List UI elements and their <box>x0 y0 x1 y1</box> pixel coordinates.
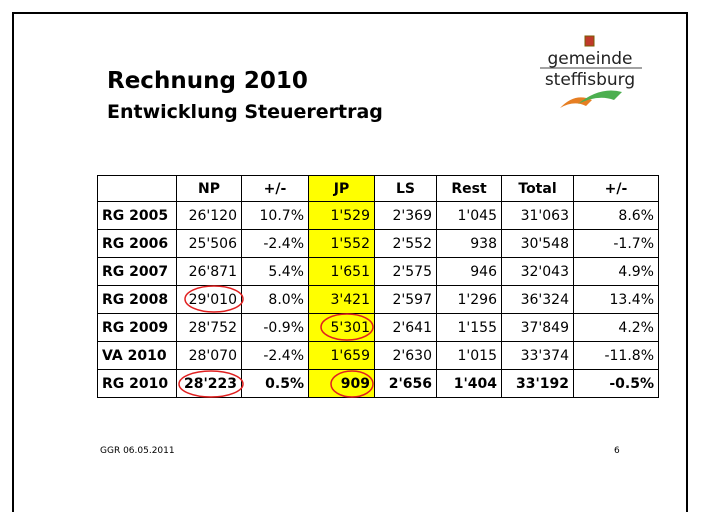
table-cell: 13.4% <box>573 285 659 314</box>
table-cell: 1'015 <box>436 341 502 370</box>
table-cell: -0.9% <box>241 313 309 342</box>
table-cell: 4.2% <box>573 313 659 342</box>
slide-frame <box>12 12 688 512</box>
table-row: RG 2010 28'223 0.5% 909 2'656 1'404 33'192 -0.5… <box>97 369 659 398</box>
table-cell: 36'324 <box>501 285 574 314</box>
logo-swoosh <box>578 90 622 104</box>
table-cell: 8.0% <box>241 285 309 314</box>
table-row: RG 2005 26'120 10.7% 1'529 2'369 1'045 31'063 8… <box>97 201 659 230</box>
table-cell: 909 <box>308 369 375 398</box>
table-cell: 2'641 <box>374 313 437 342</box>
table-cell: 33'374 <box>501 341 574 370</box>
table-cell: 1'529 <box>308 201 375 230</box>
table-row: RG 2007 26'871 5.4% 1'651 2'575 946 32'043 4.9% <box>97 257 659 286</box>
row-label: RG 2006 <box>97 229 177 258</box>
row-label: VA 2010 <box>97 341 177 370</box>
table-cell: 1'155 <box>436 313 502 342</box>
table-cell: 31'063 <box>501 201 574 230</box>
footer-date: GGR 06.05.2011 <box>100 446 175 456</box>
table-cell: 10.7% <box>241 201 309 230</box>
table-row: VA 2010 28'070 -2.4% 1'659 2'630 1'015 33'374-… <box>97 341 659 370</box>
table-cell: 938 <box>436 229 502 258</box>
logo-text: gemeinde <box>547 49 632 69</box>
logo-crest <box>584 35 595 47</box>
table-cell: 25'506 <box>176 229 242 258</box>
table-cell: -0.5% <box>573 369 659 398</box>
column-header: Rest <box>436 175 502 202</box>
table-row: RG 2006 25'506 -2.4% 1'552 2'552 938 30'548 -1.… <box>97 229 659 258</box>
table-cell: 2'552 <box>374 229 437 258</box>
column-header: +/- <box>241 175 309 202</box>
table-cell: 28'752 <box>176 313 242 342</box>
column-header: NP <box>176 175 242 202</box>
column-header: Total <box>501 175 574 202</box>
table-cell: 2'575 <box>374 257 437 286</box>
table-cell: 33'192 <box>501 369 574 398</box>
table-cell: 2'656 <box>374 369 437 398</box>
logo-text: steffisburg <box>545 70 635 90</box>
page: {"header": {"title": "Rechnung 2010", "s… <box>12 12 688 512</box>
row-label: RG 2005 <box>97 201 177 230</box>
corner-cell <box>97 175 177 202</box>
table-row: RG 2009 28'752 -0.9% 5'301 2'641 1'155 37'849 4… <box>97 313 659 342</box>
table-cell: 1'404 <box>436 369 502 398</box>
table-cell: -11.8% <box>573 341 659 370</box>
table-cell: 946 <box>436 257 502 286</box>
table-row: RG 2008 29'010 8.0% 3'421 2'597 1'296 36'324 13… <box>97 285 659 314</box>
row-label: RG 2008 <box>97 285 177 314</box>
table-cell: 1'045 <box>436 201 502 230</box>
table-cell: 1'296 <box>436 285 502 314</box>
table-cell: 28'223 <box>176 369 242 398</box>
table-cell: 1'552 <box>308 229 375 258</box>
table-cell: 37'849 <box>501 313 574 342</box>
table-cell: 26'120 <box>176 201 242 230</box>
header-row: NP +/- JP LS Rest Total +/- <box>97 175 659 202</box>
table-cell: 8.6% <box>573 201 659 230</box>
table-cell: 2'597 <box>374 285 437 314</box>
table-cell: 29'010 <box>176 285 242 314</box>
table-cell: 5'301 <box>308 313 375 342</box>
table-cell: 5.4% <box>241 257 309 286</box>
table-cell: 0.5% <box>241 369 309 398</box>
table-cell: -1.7% <box>573 229 659 258</box>
table-cell: 32'043 <box>501 257 574 286</box>
subtitle: Entwicklung Steuerertrag <box>107 101 383 123</box>
row-label: RG 2007 <box>97 257 177 286</box>
row-label: RG 2010 <box>97 369 177 398</box>
table-cell: 3'421 <box>308 285 375 314</box>
table-cell: 4.9% <box>573 257 659 286</box>
title: Rechnung 2010 <box>107 68 308 94</box>
column-header: JP <box>308 175 375 202</box>
table-cell: 26'871 <box>176 257 242 286</box>
table-cell: 2'369 <box>374 201 437 230</box>
logo: gemeinde steffisburg <box>540 35 642 108</box>
table-cell: 30'548 <box>501 229 574 258</box>
table-cell: 1'651 <box>308 257 375 286</box>
table-cell: -2.4% <box>241 341 309 370</box>
row-label: RG 2009 <box>97 313 177 342</box>
table-cell: 1'659 <box>308 341 375 370</box>
column-header: LS <box>374 175 437 202</box>
table-cell: 28'070 <box>176 341 242 370</box>
data-table: NP +/- JP LS Rest Total +/- RG 2005 26'120 10.7% 1… <box>97 175 659 398</box>
page-number: 6 <box>614 446 620 456</box>
table-cell: -2.4% <box>241 229 309 258</box>
table-cell: 2'630 <box>374 341 437 370</box>
column-header: +/- <box>573 175 659 202</box>
